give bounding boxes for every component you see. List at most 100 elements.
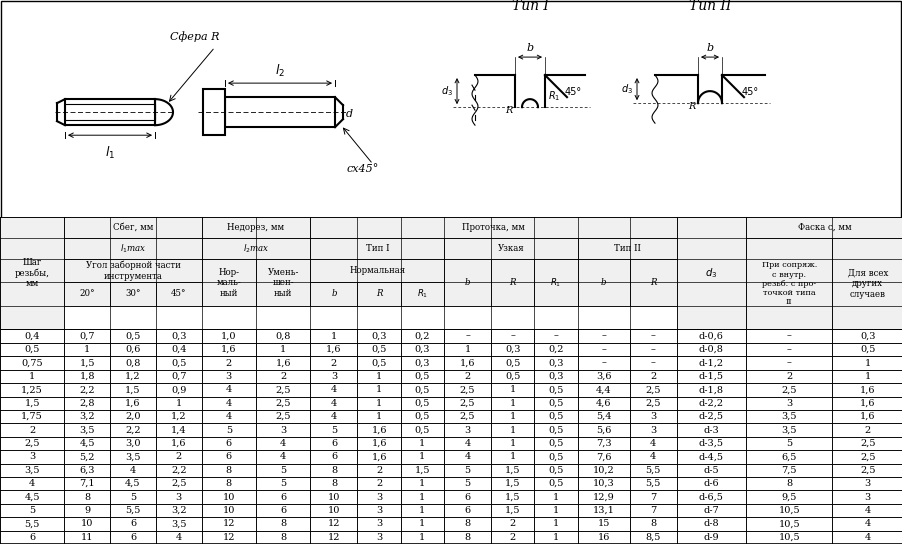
Bar xyxy=(629,504,676,517)
Bar xyxy=(832,530,902,544)
Bar xyxy=(0,437,64,450)
Bar xyxy=(745,517,832,530)
Bar xyxy=(64,238,201,259)
Text: 0,5: 0,5 xyxy=(548,479,563,488)
Bar xyxy=(444,370,491,383)
Text: 3,6: 3,6 xyxy=(595,372,611,381)
Bar xyxy=(357,410,400,423)
Text: 4: 4 xyxy=(863,506,870,515)
Text: 8,5: 8,5 xyxy=(645,533,660,542)
Text: Тип I: Тип I xyxy=(511,0,548,13)
Text: b: b xyxy=(526,43,533,53)
Text: 3,5: 3,5 xyxy=(780,412,796,421)
Text: $R_1$: $R_1$ xyxy=(550,276,561,289)
Bar xyxy=(310,423,357,437)
Text: 0,5: 0,5 xyxy=(125,332,141,341)
Text: 45°: 45° xyxy=(170,289,187,299)
Bar xyxy=(201,259,256,306)
Bar xyxy=(629,423,676,437)
Bar xyxy=(64,490,110,504)
Bar xyxy=(225,97,335,127)
Bar xyxy=(256,477,310,490)
Bar xyxy=(400,477,444,490)
Text: 1,2: 1,2 xyxy=(170,412,187,421)
Text: 8: 8 xyxy=(330,466,336,475)
Text: 1: 1 xyxy=(375,385,382,394)
Bar xyxy=(832,356,902,370)
Bar xyxy=(400,282,444,306)
Text: 1,4: 1,4 xyxy=(170,425,187,435)
Text: 6: 6 xyxy=(130,533,136,542)
Text: 2,0: 2,0 xyxy=(125,412,141,421)
Text: 9,5: 9,5 xyxy=(780,492,796,502)
Bar xyxy=(400,383,444,397)
Bar xyxy=(534,437,577,450)
Bar xyxy=(64,330,110,343)
Text: 1,8: 1,8 xyxy=(79,372,95,381)
Bar xyxy=(444,356,491,370)
Bar xyxy=(310,282,357,306)
Text: 2,5: 2,5 xyxy=(859,439,875,448)
Text: 0,5: 0,5 xyxy=(414,385,429,394)
Text: 0,5: 0,5 xyxy=(859,345,874,354)
Bar xyxy=(64,423,110,437)
Bar xyxy=(310,397,357,410)
Bar xyxy=(491,410,534,423)
Bar xyxy=(256,450,310,463)
Bar xyxy=(400,450,444,463)
Text: 4: 4 xyxy=(130,466,136,475)
Text: 0,2: 0,2 xyxy=(414,332,429,341)
Bar xyxy=(444,530,491,544)
Text: $d_3$: $d_3$ xyxy=(621,82,632,96)
Text: 2,5: 2,5 xyxy=(275,412,290,421)
Text: 0,75: 0,75 xyxy=(22,358,43,368)
Bar xyxy=(676,437,745,450)
Text: Проточка, мм: Проточка, мм xyxy=(462,222,524,232)
Text: 1,6: 1,6 xyxy=(221,345,236,354)
Text: 2,5: 2,5 xyxy=(459,385,474,394)
Text: 1,6: 1,6 xyxy=(371,425,386,435)
Text: 7,6: 7,6 xyxy=(595,453,611,461)
Bar xyxy=(534,330,577,343)
Text: 0,5: 0,5 xyxy=(504,358,520,368)
Text: 5: 5 xyxy=(464,466,470,475)
Text: 2,5: 2,5 xyxy=(459,399,474,408)
Bar xyxy=(357,530,400,544)
Text: –: – xyxy=(465,332,470,341)
Bar xyxy=(400,370,444,383)
Text: d-2,5: d-2,5 xyxy=(698,412,723,421)
Text: $l_2$max: $l_2$max xyxy=(243,243,269,255)
Text: 5,4: 5,4 xyxy=(595,412,611,421)
Bar xyxy=(110,397,156,410)
Text: 3: 3 xyxy=(863,492,870,502)
Text: 20°: 20° xyxy=(79,289,95,299)
Bar xyxy=(577,356,629,370)
Text: 1: 1 xyxy=(175,399,181,408)
Bar xyxy=(534,463,577,477)
Bar xyxy=(156,477,201,490)
Text: 5,5: 5,5 xyxy=(125,506,141,515)
Bar xyxy=(201,343,256,356)
Text: 1: 1 xyxy=(509,412,515,421)
Bar xyxy=(676,410,745,423)
Text: 4: 4 xyxy=(175,533,181,542)
Bar xyxy=(201,217,310,238)
Text: 2,5: 2,5 xyxy=(275,385,290,394)
Bar xyxy=(400,397,444,410)
Bar xyxy=(156,330,201,343)
Bar xyxy=(444,410,491,423)
Text: 0,5: 0,5 xyxy=(504,372,520,381)
Bar xyxy=(64,504,110,517)
Bar xyxy=(64,410,110,423)
Bar xyxy=(577,397,629,410)
Text: 0,2: 0,2 xyxy=(548,345,563,354)
Text: 4: 4 xyxy=(280,453,286,461)
Text: Недорез, мм: Недорез, мм xyxy=(227,222,284,232)
Text: 3: 3 xyxy=(375,506,382,515)
Bar xyxy=(0,343,64,356)
Text: 2: 2 xyxy=(863,425,870,435)
Text: 6,5: 6,5 xyxy=(780,453,796,461)
Bar xyxy=(444,397,491,410)
Text: R: R xyxy=(688,102,695,111)
Bar xyxy=(534,397,577,410)
